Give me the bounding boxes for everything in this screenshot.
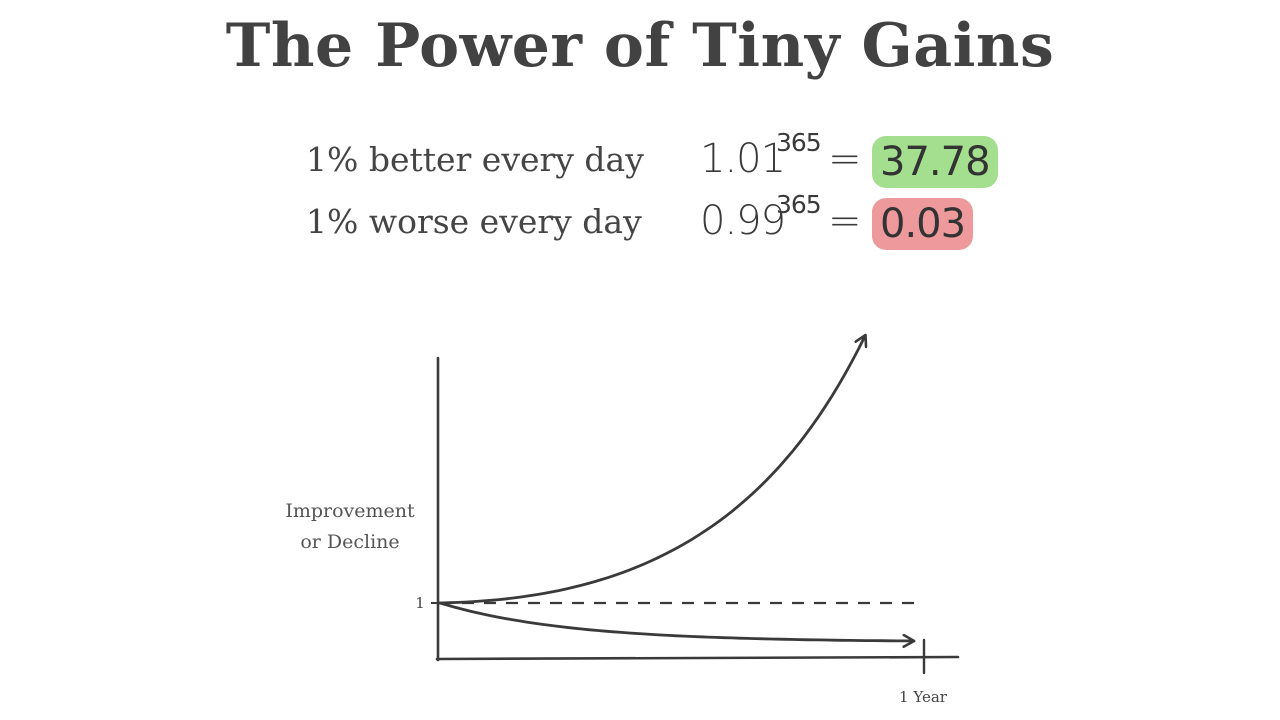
- equation-exponent-worse: 365: [776, 190, 822, 219]
- x-tick-label-one-year: 1 Year: [899, 688, 948, 706]
- equation-result-better: 37.78: [872, 136, 998, 188]
- equation-label-better: 1% better every day: [306, 140, 644, 179]
- y-axis-label-line-1: Improvement: [285, 500, 415, 522]
- series-curve-worse: [438, 601, 913, 641]
- equation-equals-better: =: [828, 136, 862, 182]
- series-curve-better: [438, 336, 865, 605]
- x-axis: [435, 655, 960, 661]
- y-axis-label-line-2: or Decline: [300, 531, 399, 553]
- equation-row-worse: 1% worse every day 0.99 365 = 0.03: [0, 190, 1280, 250]
- equation-exponent-better: 365: [776, 128, 822, 157]
- equation-base-better: 1.01: [700, 136, 786, 182]
- equation-base-worse: 0.99: [700, 198, 786, 244]
- y-tick-label-one: 1: [415, 594, 425, 612]
- equation-result-worse: 0.03: [872, 198, 974, 250]
- page-title: The Power of Tiny Gains: [225, 11, 1055, 81]
- equation-equals-worse: =: [828, 198, 862, 244]
- equation-row-better: 1% better every day 1.01 365 = 37.78: [0, 128, 1280, 188]
- equation-label-worse: 1% worse every day: [306, 202, 642, 241]
